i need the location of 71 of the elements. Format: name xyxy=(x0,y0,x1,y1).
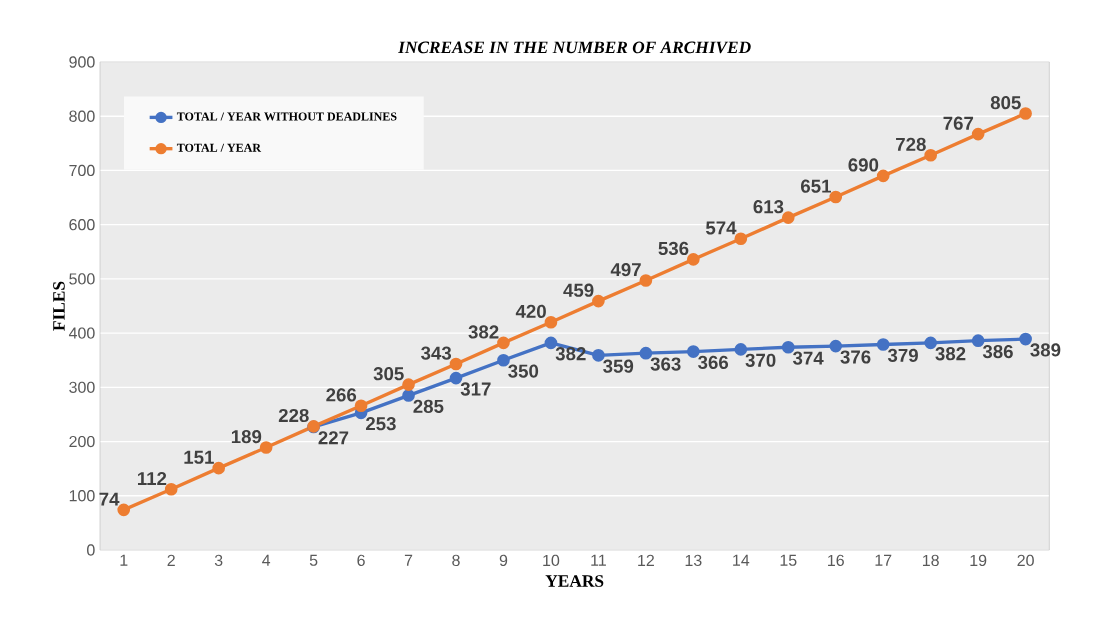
data-label: 253 xyxy=(365,417,396,431)
data-label: 266 xyxy=(326,388,357,402)
x-tick-label: 5 xyxy=(309,554,318,566)
data-label: 350 xyxy=(508,364,539,378)
y-axis-title: FILES xyxy=(53,281,65,331)
y-tick-label: 900 xyxy=(69,56,95,68)
x-tick-label: 14 xyxy=(733,554,750,566)
y-tick-label: 700 xyxy=(69,164,95,177)
data-label: 805 xyxy=(990,96,1021,110)
data-label: 382 xyxy=(935,347,966,361)
y-tick-label: 200 xyxy=(69,435,95,448)
data-label: 366 xyxy=(698,355,729,370)
x-tick-label: 16 xyxy=(828,554,844,567)
data-label: 227 xyxy=(318,431,349,445)
data-label: 651 xyxy=(801,179,831,193)
x-tick-label: 18 xyxy=(922,554,939,567)
y-tick-label: 300 xyxy=(69,381,95,393)
y-tick-label: 0 xyxy=(87,544,95,556)
x-tick-label: 1 xyxy=(120,554,128,566)
data-label: 305 xyxy=(373,367,404,381)
data-label: 317 xyxy=(460,382,491,396)
data-label: 112 xyxy=(137,471,167,485)
x-tick-label: 4 xyxy=(262,554,271,566)
data-label: 343 xyxy=(421,346,452,360)
x-tick-label: 12 xyxy=(638,554,654,566)
data-label: 189 xyxy=(231,430,262,444)
x-tick-label: 8 xyxy=(452,554,460,567)
x-tick-label: 7 xyxy=(404,554,413,566)
data-label: 728 xyxy=(896,137,926,151)
data-label: 690 xyxy=(848,158,879,172)
x-tick-label: 3 xyxy=(214,554,223,567)
data-label: 363 xyxy=(650,357,681,371)
data-label: 370 xyxy=(745,353,776,367)
data-label: 379 xyxy=(887,348,918,363)
x-tick-label: 19 xyxy=(970,554,987,567)
legend-label: TOTAL / YEAR WITHOUT DEADLINES xyxy=(176,112,397,121)
data-label: 767 xyxy=(943,116,974,130)
x-tick-label: 9 xyxy=(499,554,508,567)
x-tick-label: 10 xyxy=(543,554,560,567)
y-tick-label: 800 xyxy=(69,110,95,122)
chart-title: INCREASE IN THE NUMBER OF ARCHIVED xyxy=(397,41,751,54)
data-label: 376 xyxy=(840,350,871,364)
data-label: 497 xyxy=(610,263,641,277)
x-tick-label: 20 xyxy=(1017,554,1034,567)
x-tick-label: 17 xyxy=(875,554,892,566)
data-label: 574 xyxy=(705,221,737,235)
x-tick-label: 6 xyxy=(357,554,365,567)
data-label: 613 xyxy=(753,200,784,214)
data-label: 285 xyxy=(413,399,444,413)
data-label: 74 xyxy=(99,492,120,506)
y-tick-label: 500 xyxy=(69,273,95,285)
data-label: 420 xyxy=(515,304,546,319)
y-tick-label: 400 xyxy=(68,327,95,339)
y-tick-label: 100 xyxy=(69,490,95,502)
data-label: 389 xyxy=(1030,343,1061,357)
data-label: 228 xyxy=(278,408,309,423)
x-axis-title: YEARS xyxy=(545,575,604,587)
data-label: 536 xyxy=(658,241,689,256)
legend-label: TOTAL / YEAR xyxy=(176,143,262,152)
data-label: 359 xyxy=(603,359,634,373)
data-label: 374 xyxy=(792,351,824,365)
y-tick-label: 600 xyxy=(69,219,95,231)
x-tick-label: 13 xyxy=(685,554,702,567)
x-tick-label: 2 xyxy=(167,554,175,566)
data-label: 386 xyxy=(982,344,1013,359)
data-label: 151 xyxy=(184,450,214,464)
data-label: 382 xyxy=(555,347,586,361)
x-tick-label: 15 xyxy=(780,554,797,566)
data-label: 459 xyxy=(563,283,594,297)
x-tick-label: 11 xyxy=(591,554,606,566)
data-label: 382 xyxy=(468,325,499,339)
